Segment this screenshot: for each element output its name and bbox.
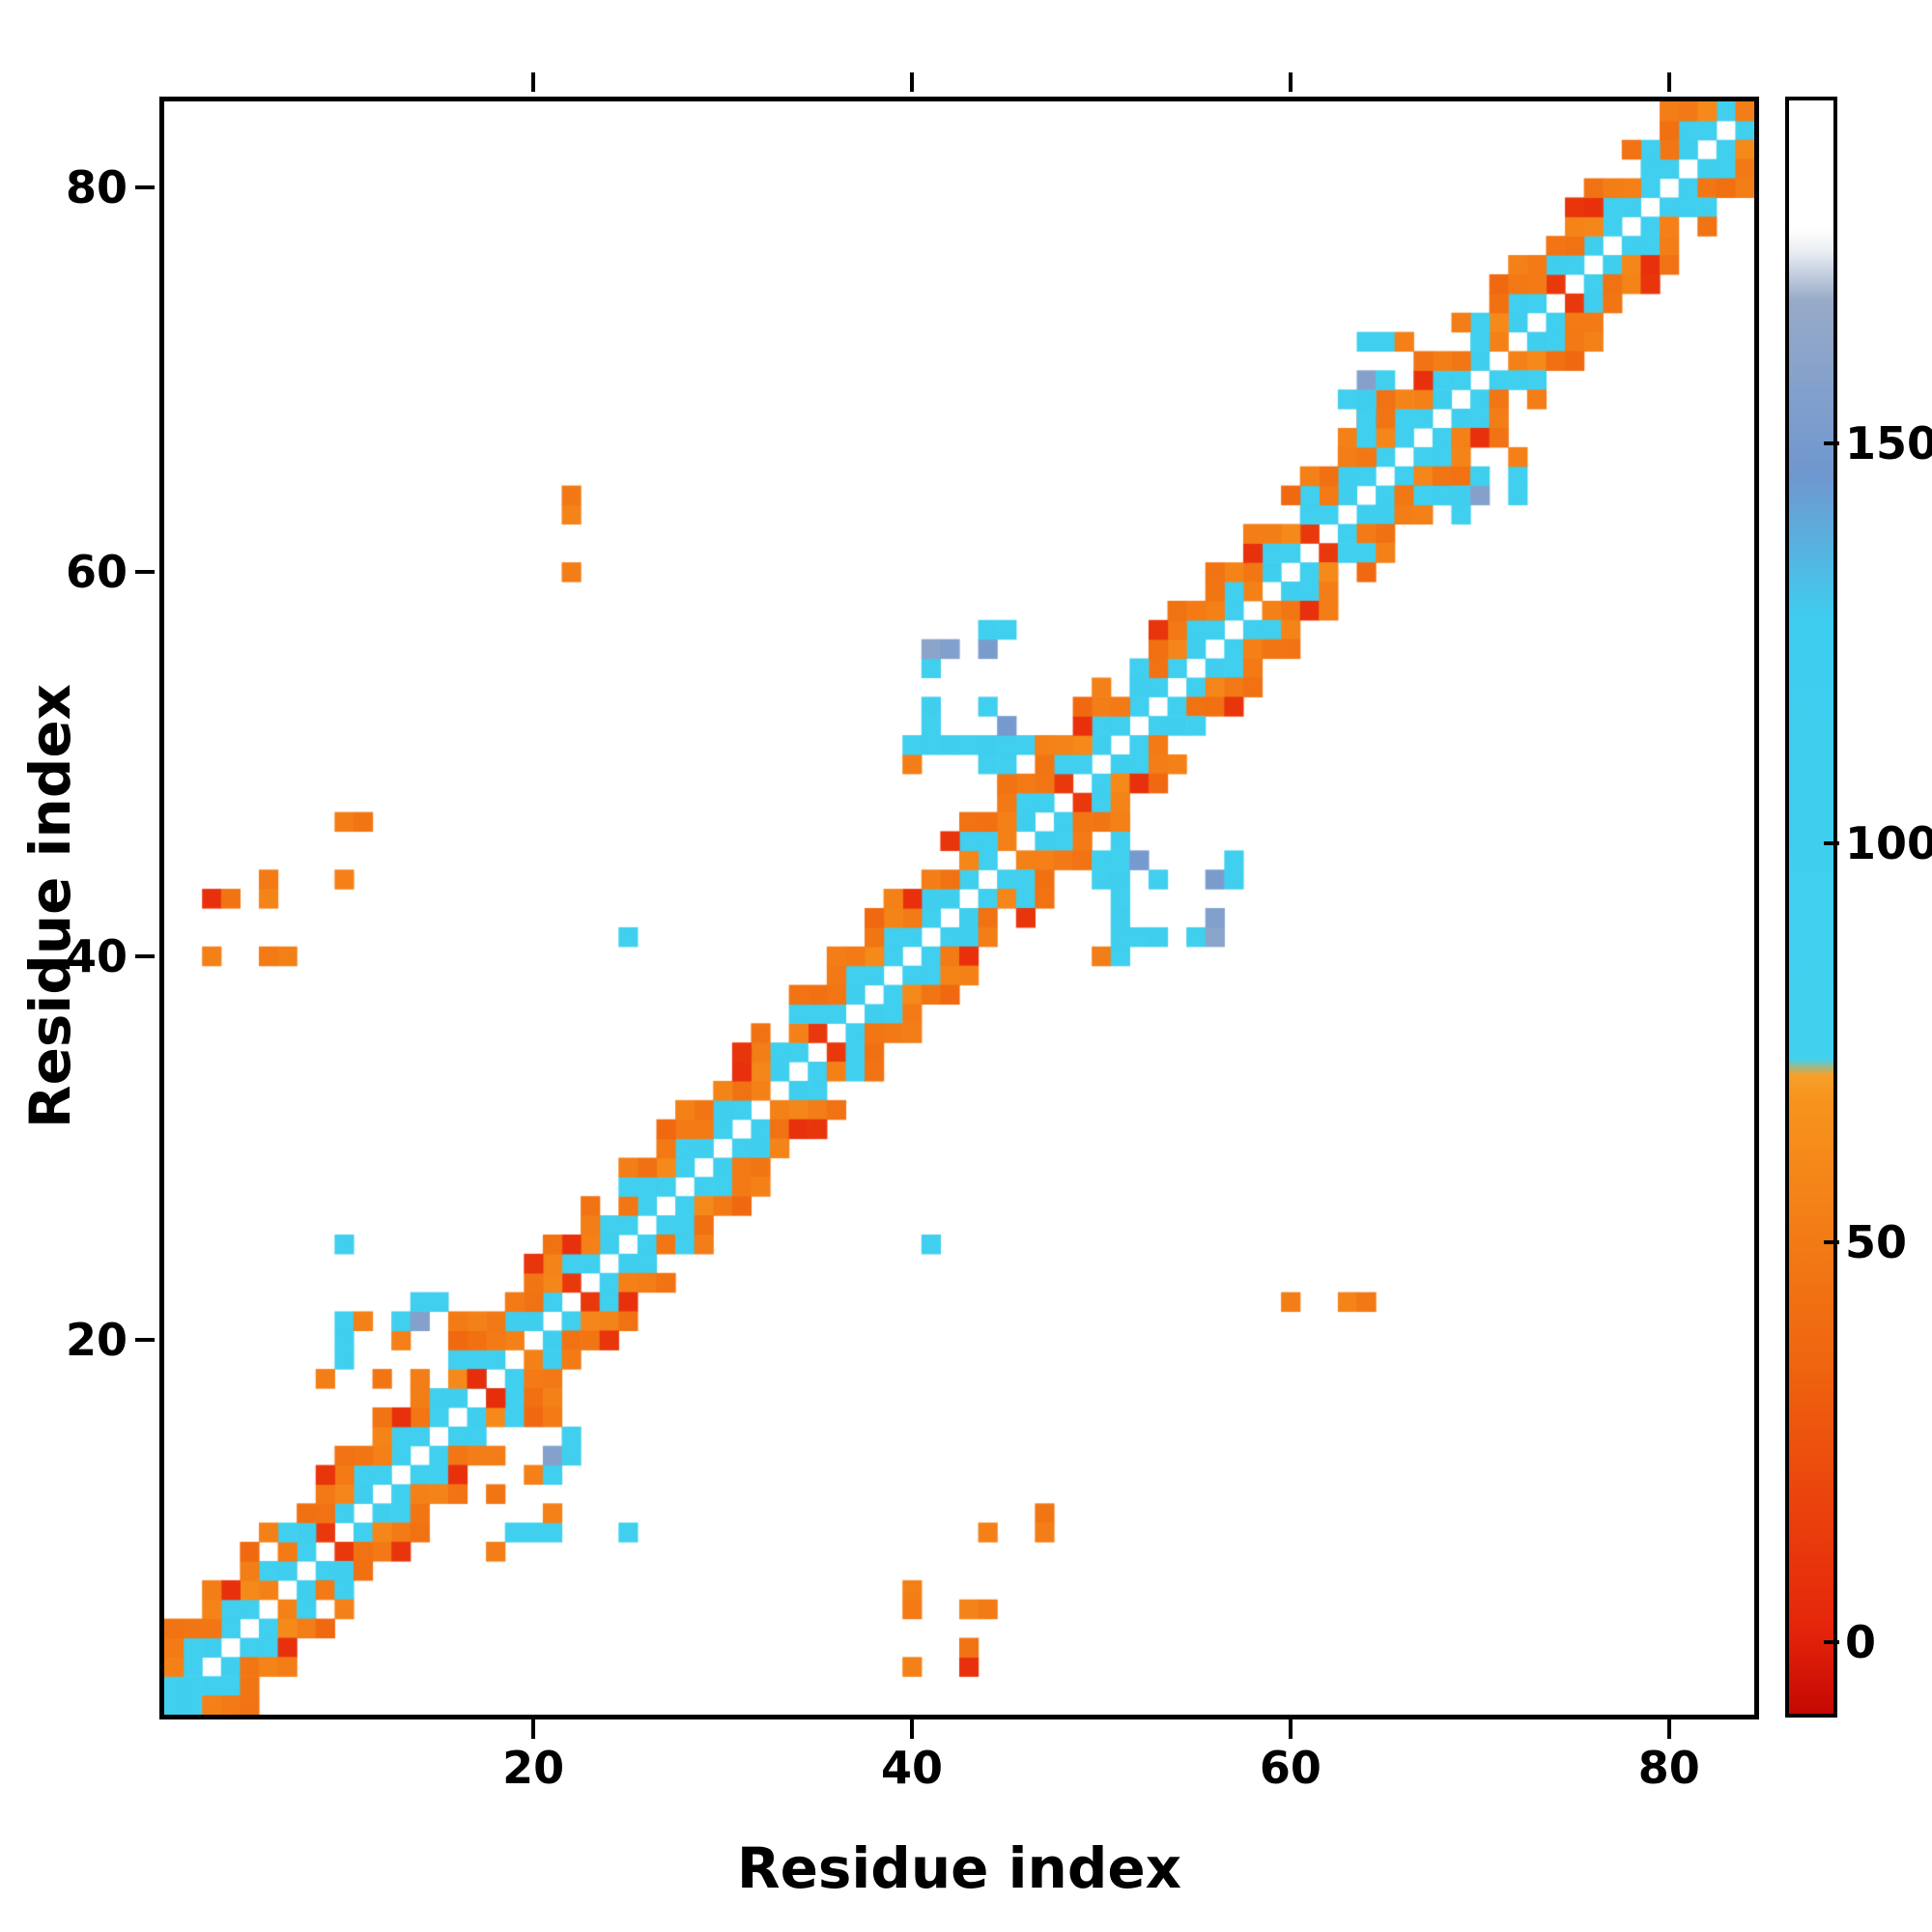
colorbar-tick-label: 100 bbox=[1845, 816, 1932, 869]
x-top-tick-mark bbox=[910, 72, 914, 92]
plot-area bbox=[159, 97, 1759, 1719]
x-tick-mark bbox=[910, 1719, 914, 1739]
colorbar bbox=[1785, 97, 1837, 1718]
colorbar-tick-label: 0 bbox=[1845, 1615, 1877, 1668]
y-tick-mark bbox=[135, 1338, 155, 1343]
x-tick-label: 40 bbox=[880, 1742, 944, 1794]
y-tick-mark bbox=[135, 953, 155, 958]
heatmap-canvas bbox=[164, 101, 1754, 1715]
x-tick-mark bbox=[1288, 1719, 1293, 1739]
x-top-tick-mark bbox=[1666, 72, 1671, 92]
y-tick-label: 40 bbox=[65, 929, 128, 982]
colorbar-tick-mark bbox=[1824, 1639, 1839, 1644]
colorbar-tick-mark bbox=[1824, 441, 1839, 446]
x-tick-mark bbox=[531, 1719, 536, 1739]
x-tick-label: 60 bbox=[1259, 1742, 1321, 1794]
y-tick-mark bbox=[135, 570, 155, 575]
y-tick-mark bbox=[135, 185, 155, 190]
colorbar-tick-label: 50 bbox=[1845, 1216, 1908, 1269]
x-top-tick-mark bbox=[531, 72, 536, 92]
colorbar-tick-mark bbox=[1824, 840, 1839, 845]
x-top-tick-mark bbox=[1288, 72, 1293, 92]
colorbar-gradient bbox=[1789, 100, 1833, 1714]
y-tick-label: 60 bbox=[65, 546, 128, 599]
colorbar-tick-mark bbox=[1824, 1240, 1839, 1245]
x-axis-label: Residue index bbox=[736, 1835, 1182, 1901]
y-tick-label: 20 bbox=[65, 1314, 128, 1367]
y-tick-label: 80 bbox=[65, 161, 128, 214]
x-tick-mark bbox=[1666, 1719, 1671, 1739]
x-tick-label: 20 bbox=[502, 1742, 565, 1794]
colorbar-tick-label: 150 bbox=[1845, 417, 1932, 470]
y-axis-label: Residue index bbox=[17, 683, 83, 1129]
x-tick-label: 80 bbox=[1637, 1742, 1700, 1794]
